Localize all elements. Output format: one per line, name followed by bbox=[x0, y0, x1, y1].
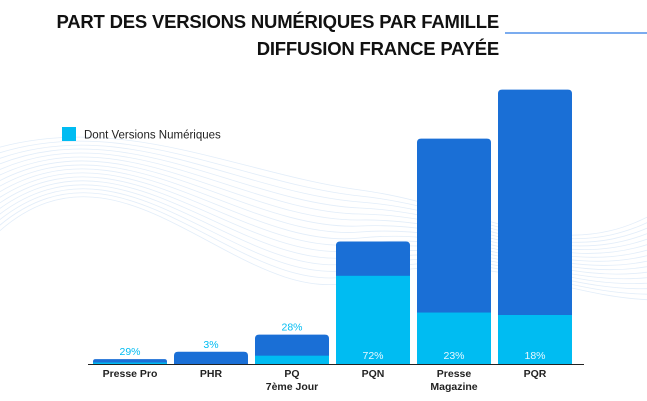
bar-digital bbox=[255, 355, 329, 364]
data-label: 72% bbox=[362, 350, 383, 362]
data-label: 18% bbox=[524, 350, 545, 362]
bar-total bbox=[174, 351, 248, 364]
bar-digital bbox=[417, 312, 491, 364]
bar-total bbox=[417, 138, 491, 364]
category-label: PQN bbox=[362, 368, 385, 380]
bar-total bbox=[498, 89, 572, 364]
data-label: 29% bbox=[119, 346, 140, 358]
bars bbox=[93, 89, 572, 364]
category-label: Magazine bbox=[430, 381, 477, 393]
bar-digital bbox=[93, 362, 167, 364]
data-label: 28% bbox=[281, 322, 302, 334]
chart-title-line-2: DIFFUSION FRANCE PAYÉE bbox=[257, 38, 499, 59]
chart-title-line-1: PART DES VERSIONS NUMÉRIQUES PAR FAMILLE bbox=[56, 11, 499, 32]
category-label: PQ bbox=[284, 368, 299, 380]
category-label: Presse bbox=[437, 368, 472, 380]
legend-label: Dont Versions Numériques bbox=[84, 130, 221, 142]
category-label: PQR bbox=[524, 368, 547, 380]
data-label: 3% bbox=[203, 339, 218, 351]
legend-swatch bbox=[62, 127, 76, 141]
category-label: PHR bbox=[200, 368, 223, 380]
bar-digital bbox=[336, 275, 410, 364]
category-label: 7ème Jour bbox=[266, 381, 319, 393]
bar-digital bbox=[498, 315, 572, 364]
data-label: 23% bbox=[443, 350, 464, 362]
category-label: Presse Pro bbox=[103, 368, 158, 380]
